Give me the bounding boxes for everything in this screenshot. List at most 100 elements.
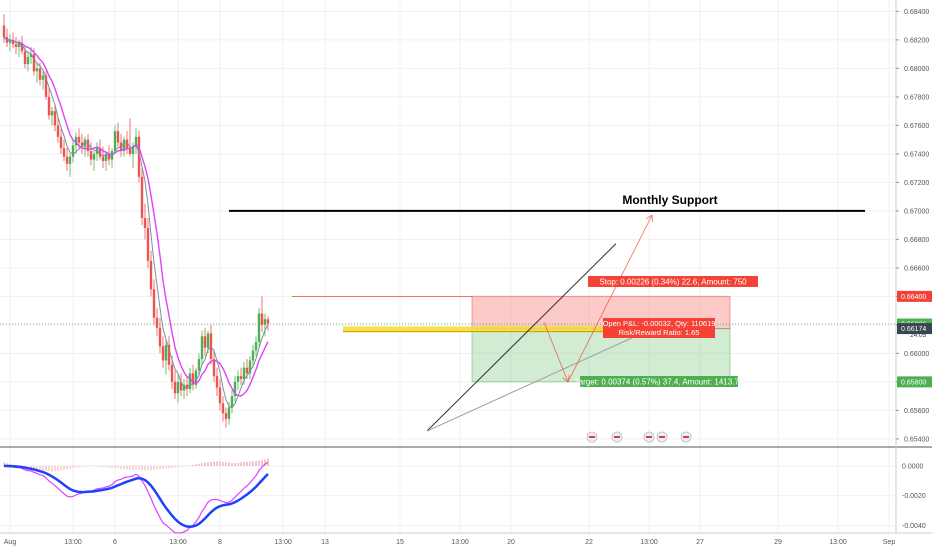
event-flag-icon: [680, 431, 692, 443]
macd-tick-label: -0.0040: [902, 523, 926, 530]
projection-arrow-head: [562, 374, 570, 383]
stop-label-bg: [588, 276, 758, 287]
candle: [191, 364, 195, 391]
candle-body: [140, 176, 144, 219]
event-flag-stripe: [646, 436, 652, 438]
event-flag-icon: [656, 431, 668, 443]
candle-body: [158, 327, 162, 347]
candle-body: [206, 333, 210, 348]
price-tick-label: 0.66800: [904, 237, 929, 244]
price-tick-label: 0.68400: [904, 9, 929, 16]
candle: [110, 148, 114, 169]
stop-label-text: Stop: 0.00226 (0.34%) 22.6, Amount: 750: [599, 278, 747, 287]
price-tick-label: 0.67400: [904, 151, 929, 158]
candle: [80, 133, 84, 154]
candle: [47, 88, 51, 120]
pnl-label: Open P&L: -0.00032, Qty: 110619Risk/Rewa…: [603, 318, 715, 338]
price-tick-label: 0.66600: [904, 265, 929, 272]
candle: [164, 339, 168, 375]
candle: [263, 313, 267, 337]
candle-body: [146, 227, 150, 261]
candle-body: [101, 156, 105, 162]
candle-body: [113, 131, 117, 152]
candle: [203, 327, 207, 357]
candle-body: [134, 136, 138, 147]
candle: [209, 324, 213, 365]
candle-body: [122, 139, 126, 152]
time-tick-label: Aug: [4, 539, 17, 546]
candle: [137, 131, 141, 183]
pnl-label-bg: [603, 318, 715, 338]
candle: [71, 139, 75, 163]
time-tick-label: 13: [321, 539, 329, 546]
candle: [41, 71, 45, 90]
candle: [86, 133, 90, 157]
projection-arrow-head: [645, 214, 653, 223]
candle-body: [257, 313, 261, 342]
candle-body: [260, 313, 264, 325]
candle: [248, 356, 252, 380]
candle-body: [176, 381, 180, 394]
candle-body: [71, 145, 75, 157]
candle: [44, 71, 48, 100]
candle-body: [182, 384, 186, 391]
candle-body: [167, 344, 171, 365]
candle: [185, 376, 189, 397]
event-flag-stripe: [614, 436, 620, 438]
stop-label: Stop: 0.00226 (0.34%) 22.6, Amount: 750: [588, 276, 758, 287]
position-zones: [292, 295, 731, 383]
candle-body: [173, 381, 177, 394]
candle-body: [149, 260, 153, 290]
candle: [230, 390, 234, 414]
candle-body: [221, 403, 225, 414]
candle: [155, 307, 159, 337]
candle: [179, 373, 183, 397]
price-tick-label: 0.68200: [904, 37, 929, 44]
candle-body: [92, 153, 96, 160]
candle-body: [230, 396, 234, 408]
time-tick-label: 13:00: [64, 539, 82, 546]
candle-body: [245, 367, 249, 374]
time-tick-label: 15: [396, 539, 404, 546]
event-flag-stripe: [589, 436, 595, 438]
drawings: [0, 209, 896, 432]
candle-body: [224, 413, 228, 419]
candle-body: [266, 319, 270, 324]
candle-body: [107, 153, 111, 160]
price-tick-label: 0.67200: [904, 180, 929, 187]
candle: [65, 148, 69, 171]
candle: [140, 168, 144, 226]
candle-body: [59, 136, 63, 149]
candle: [146, 218, 150, 268]
candle: [239, 367, 243, 385]
candle: [8, 34, 12, 52]
candle-body: [188, 373, 192, 390]
macd-line: [3, 461, 269, 534]
candle-body: [251, 350, 255, 361]
candle-body: [2, 25, 6, 38]
candle-body: [164, 344, 168, 361]
candle: [104, 151, 108, 171]
support-zone: [343, 326, 676, 332]
candle: [182, 379, 186, 399]
candle-body: [239, 376, 243, 380]
candle-body: [29, 54, 33, 57]
candle-body: [179, 381, 183, 391]
stop-price-tag: 0.66400: [897, 290, 932, 302]
candle-body: [74, 136, 78, 146]
candle: [221, 396, 225, 422]
candle: [212, 350, 216, 382]
time-tick-label: 13:00: [274, 539, 292, 546]
candle-body: [68, 156, 72, 164]
candle-body: [185, 384, 189, 390]
candle-body: [32, 54, 36, 72]
event-flag-icon: [586, 431, 598, 443]
candle: [62, 139, 66, 162]
candle-body: [89, 151, 93, 160]
macd-tick-label: -0.0020: [902, 493, 926, 500]
candle: [56, 116, 60, 143]
candle-body: [98, 148, 102, 157]
